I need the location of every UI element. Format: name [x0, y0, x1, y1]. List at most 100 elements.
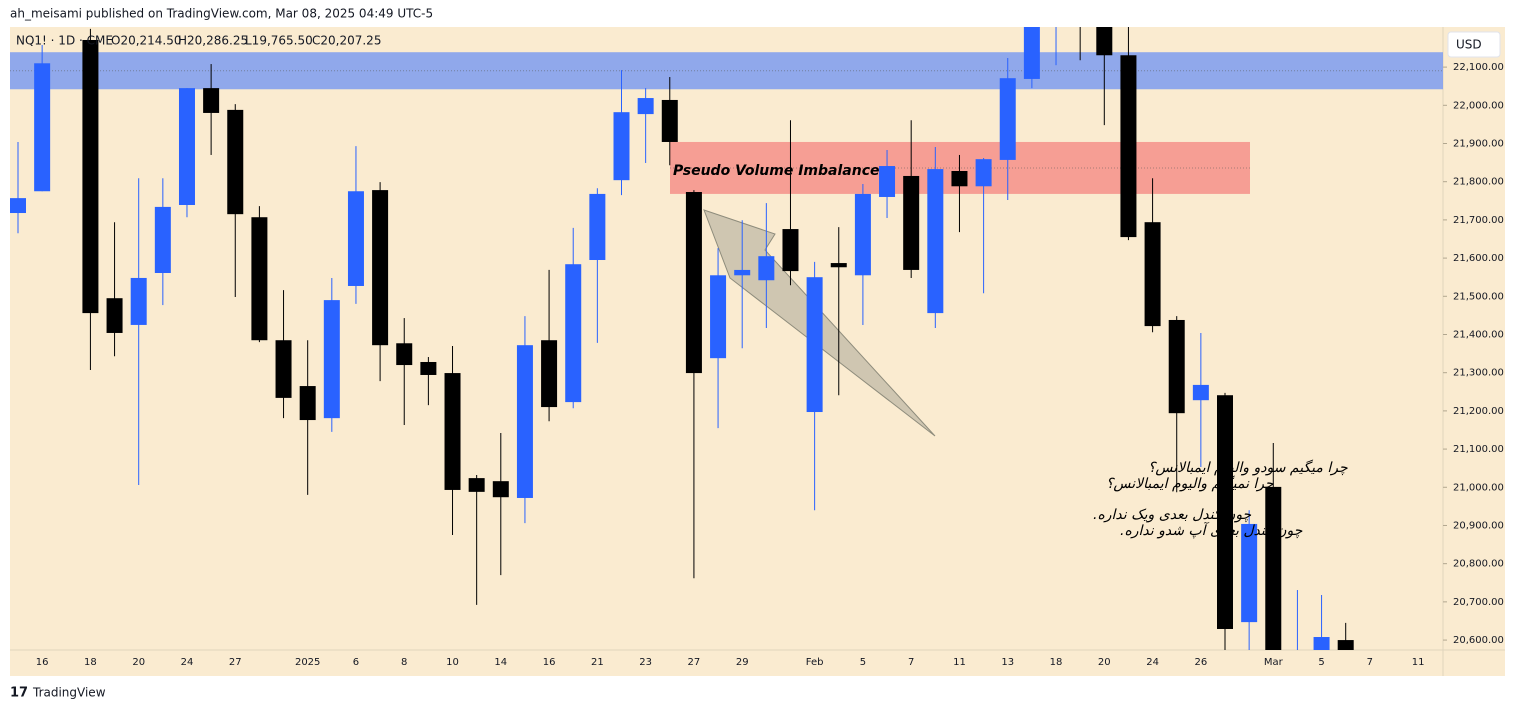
candle-body [227, 109, 244, 215]
candle-body [1144, 222, 1161, 327]
y-tick-label: 21,300.00 [1453, 368, 1504, 379]
x-tick-label: 2025 [295, 657, 320, 668]
x-tick-label: 14 [494, 657, 507, 668]
annotation-line: چون کندل بعدی ویک نداره. [1093, 507, 1252, 523]
candle-body [541, 340, 558, 408]
candle-body [879, 166, 896, 197]
zone-label: Pseudo Volume Imbalance [673, 163, 880, 179]
ohlc-high: H20,286.25 [178, 34, 248, 48]
y-tick-label: 21,600.00 [1453, 253, 1504, 264]
candle-body [251, 217, 268, 341]
candle-body [685, 192, 702, 374]
candle-body [613, 112, 630, 181]
y-tick-label: 20,800.00 [1453, 559, 1504, 570]
candle-body [999, 78, 1016, 160]
x-tick-label: 10 [446, 657, 459, 668]
candle-body [637, 98, 654, 115]
candle-body [951, 171, 968, 187]
x-tick-label: 24 [1146, 657, 1159, 668]
candle-body [130, 277, 147, 325]
currency-button[interactable] [1447, 31, 1501, 58]
candle-body [34, 63, 51, 192]
candle-body [154, 206, 171, 273]
candle-body [854, 193, 871, 276]
candle-body [347, 191, 364, 286]
y-tick-label: 21,800.00 [1453, 177, 1504, 188]
x-tick-label: Mar [1264, 657, 1284, 668]
x-tick-label: 26 [1194, 657, 1207, 668]
candle-body [516, 345, 533, 498]
x-tick-label: 29 [736, 657, 749, 668]
annotation-line: چون کندل بعدی آپ شدو نداره. [1120, 521, 1303, 539]
ohlc-low: L19,765.50 [245, 34, 313, 48]
x-tick-label: 21 [591, 657, 604, 668]
candle-body [1313, 637, 1330, 650]
y-tick-label: 21,000.00 [1453, 482, 1504, 493]
logo: 17 TradingView [10, 686, 106, 701]
x-tick-label: 18 [84, 657, 97, 668]
candle-body [468, 478, 485, 492]
y-tick-label: 21,400.00 [1453, 329, 1504, 340]
x-tick-label: 16 [36, 657, 49, 668]
candle-body [420, 361, 437, 375]
x-tick-label: Feb [806, 657, 824, 668]
candle-body [323, 300, 340, 419]
candles [10, 0, 1354, 650]
publisher: ah_meisami published on TradingView.com,… [10, 7, 433, 21]
x-tick-label: 20 [1098, 657, 1111, 668]
x-tick-label: 8 [401, 657, 407, 668]
candle-body [1048, 10, 1064, 21]
candle-body [1192, 384, 1209, 401]
x-tick-label: 7 [908, 657, 914, 668]
currency[interactable]: USD [1456, 38, 1482, 52]
annotation: چرا میگیم سودو والیوم ایمبالانس؟ چرا نمی… [1093, 459, 1348, 539]
x-tick-label: 24 [181, 657, 194, 668]
candle-body [1072, 0, 1088, 14]
candle-body [444, 373, 461, 490]
candle-body [758, 256, 775, 281]
candle-body [1337, 640, 1354, 650]
y-tick-label: 21,200.00 [1453, 406, 1504, 417]
candle-body [492, 481, 509, 498]
candle-body [806, 277, 823, 413]
candle-body [1217, 395, 1233, 629]
candle-body [10, 198, 26, 214]
candle-body [203, 88, 220, 113]
y-tick-label: 22,100.00 [1453, 62, 1504, 73]
candle-body [1120, 55, 1137, 238]
annotation-line: چرا نمیگیم والیوم ایمبالانس؟ [1106, 475, 1274, 492]
x-tick-label: 5 [860, 657, 866, 668]
logo-icon: 17 [10, 686, 28, 701]
y-tick-label: 20,900.00 [1453, 520, 1504, 531]
candle-body [106, 298, 123, 333]
y-tick-label: 22,000.00 [1453, 100, 1504, 111]
candle-body [1265, 486, 1282, 650]
x-tick-label: 11 [1412, 657, 1425, 668]
ohlc-open: O20,214.50 [111, 34, 182, 48]
x-tick-label: 27 [229, 657, 242, 668]
candle-body [1096, 27, 1113, 56]
y-tick-label: 21,700.00 [1453, 215, 1504, 226]
candle-body [589, 193, 606, 261]
y-tick-label: 21,100.00 [1453, 444, 1504, 455]
candle-body [396, 343, 413, 366]
x-tick-label: 23 [639, 657, 652, 668]
candle-body [565, 264, 582, 403]
x-tick-label: 13 [1001, 657, 1014, 668]
candle-body [710, 275, 727, 359]
candle-body [975, 159, 992, 187]
x-tick-label: 11 [953, 657, 966, 668]
candle-body [1168, 319, 1185, 414]
candle-body [1241, 523, 1258, 623]
x-tick-label: 7 [1367, 657, 1373, 668]
ohlc-close: C20,207.25 [312, 34, 381, 48]
candle-body [734, 269, 751, 276]
symbol: NQ1! · 1D · CME [16, 34, 113, 48]
y-tick-label: 20,700.00 [1453, 597, 1504, 608]
x-tick-label: 20 [132, 657, 145, 668]
candle-body [372, 190, 389, 346]
candle-body [782, 229, 799, 272]
candle-body [1023, 27, 1040, 79]
candle-body [178, 88, 195, 205]
